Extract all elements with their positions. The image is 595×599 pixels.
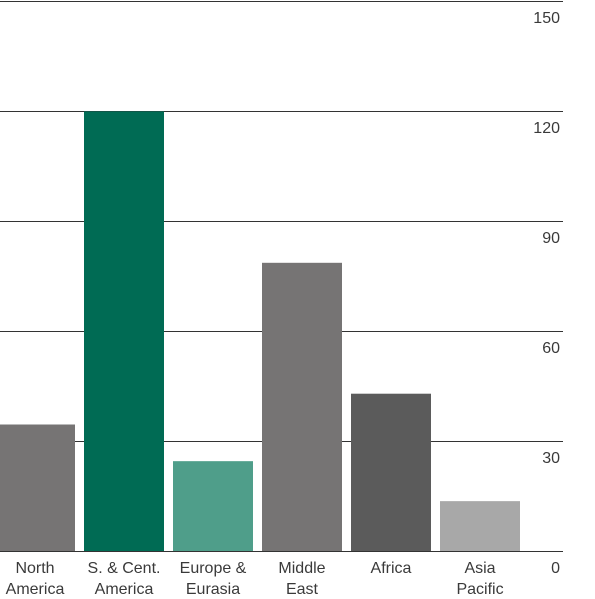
y-tick-label-90: 90 (542, 230, 560, 247)
bar-0 (0, 424, 75, 551)
x-category-label-line: North (15, 560, 54, 577)
bar-4 (351, 393, 431, 551)
bar-2 (173, 461, 253, 551)
y-tick-label-60: 60 (542, 340, 560, 357)
y-tick-label-30: 30 (542, 450, 560, 467)
x-category-label-line: Eurasia (186, 581, 240, 598)
bar-1 (84, 111, 164, 551)
bar-3 (262, 262, 342, 551)
x-category-label-2: Europe & Eurasia (180, 560, 247, 598)
x-category-label-line: S. & Cent. (88, 560, 161, 577)
x-category-label-line: Europe & (180, 560, 247, 577)
y-tick-label-120: 120 (533, 120, 560, 137)
x-category-label-0: North America (6, 560, 65, 598)
x-category-label-line: Africa (371, 560, 412, 577)
x-category-label-line: America (6, 581, 65, 598)
y-tick-label-150: 150 (533, 10, 560, 27)
y-tick-label-0: 0 (551, 560, 560, 577)
x-category-label-5: Asia Pacific (456, 560, 503, 598)
x-category-label-line: East (286, 581, 319, 598)
x-category-label-4: Africa (371, 560, 412, 577)
y-axis-tick-labels: 0 30 60 90 120 150 (533, 10, 560, 577)
x-category-label-1: S. & Cent. America (88, 560, 161, 598)
bars (0, 111, 520, 551)
x-category-label-line: Asia (464, 560, 495, 577)
x-category-label-3: Middle East (278, 560, 325, 598)
x-category-label-line: Middle (278, 560, 325, 577)
x-category-label-line: Pacific (456, 581, 503, 598)
bar-5 (440, 501, 520, 551)
x-category-label-line: America (95, 581, 154, 598)
